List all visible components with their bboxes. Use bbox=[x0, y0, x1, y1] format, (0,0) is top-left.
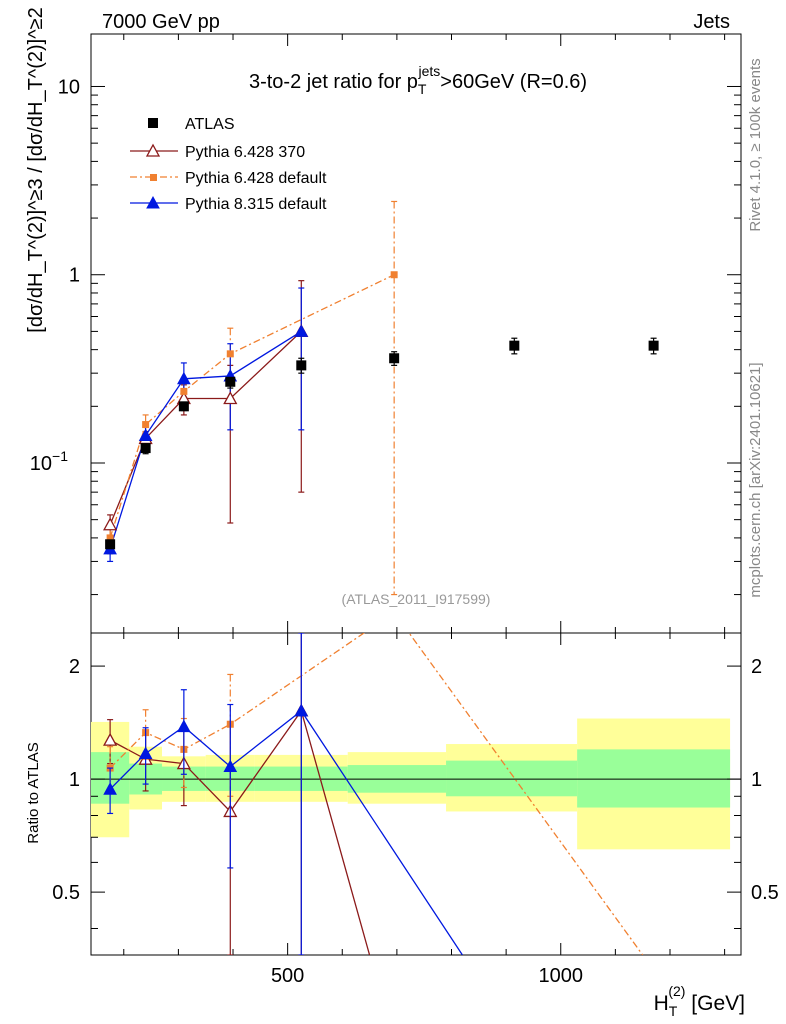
main-point-series-1-0 bbox=[106, 534, 114, 542]
main-point-series-1-4 bbox=[390, 271, 398, 279]
main-point-atlas-6 bbox=[509, 340, 520, 351]
y-axis-label-main: [dσ/dH_T^(2)]^≥3 / [dσ/dH_T^(2)]^≥2 bbox=[25, 7, 47, 332]
main-line-series-0 bbox=[109, 330, 302, 525]
x-axis-label: HT(2) [GeV] bbox=[654, 983, 745, 1019]
main-point-series-1-2 bbox=[180, 387, 188, 395]
legend-marker-atlas bbox=[148, 118, 158, 128]
main-line-series-1 bbox=[109, 274, 395, 539]
chart-title: 3-to-2 jet ratio for pTjets>60GeV (R=0.6… bbox=[249, 63, 587, 97]
legend-marker-py6-default bbox=[150, 174, 157, 181]
y-tick-label-main-1: 1 bbox=[69, 265, 80, 287]
main-line-series-2 bbox=[109, 330, 302, 550]
main-point-series-0-3 bbox=[223, 391, 238, 405]
y-tick-label-ratio-r-0: 0.5 bbox=[751, 882, 779, 904]
main-point-atlas-5 bbox=[389, 353, 400, 364]
y-tick-label-ratio-r-2: 2 bbox=[751, 656, 762, 678]
legend-label-py6-default: Pythia 6.428 default bbox=[185, 170, 327, 187]
y-tick-label-ratio-r-1: 1 bbox=[751, 769, 762, 791]
ratio-point-series-2-4 bbox=[294, 703, 309, 717]
y-tick-label-ratio-l-2: 2 bbox=[69, 656, 80, 678]
main-point-series-0-0 bbox=[103, 517, 118, 531]
main-point-series-1-1 bbox=[142, 421, 150, 429]
ratio-line-series-1 bbox=[109, 633, 644, 955]
ratio-point-series-2-2 bbox=[177, 719, 191, 733]
y-axis-label-ratio: Ratio to ATLAS bbox=[25, 742, 42, 843]
axis-ticks: 500 1000 10−1 1 10 0.5 0.5 1 1 2 2 bbox=[30, 34, 779, 987]
legend-marker-py6-370 bbox=[145, 143, 161, 157]
main-point-atlas-2 bbox=[178, 401, 189, 412]
band-inner-6 bbox=[446, 760, 578, 797]
ratio-point-series-2-0 bbox=[103, 782, 117, 795]
band-inner-7 bbox=[577, 749, 731, 808]
header-right: Jets bbox=[693, 11, 730, 33]
y-tick-label-main-0: 10−1 bbox=[30, 448, 68, 475]
legend-marker-py8 bbox=[146, 195, 160, 209]
mcplots-label: mcplots.cern.ch [arXiv:2401.10621] bbox=[747, 362, 764, 597]
main-point-series-1-3 bbox=[226, 350, 234, 358]
x-tick-label-0: 500 bbox=[271, 965, 304, 987]
analysis-tag: (ATLAS_2011_I917599) bbox=[342, 591, 491, 607]
legend-label-py8: Pythia 8.315 default bbox=[185, 196, 327, 213]
main-panel-series bbox=[103, 200, 659, 596]
header-left: 7000 GeV pp bbox=[102, 11, 220, 33]
main-point-atlas-4 bbox=[296, 360, 307, 371]
main-point-atlas-3 bbox=[225, 376, 236, 387]
main-point-atlas-0 bbox=[105, 539, 116, 550]
y-tick-label-ratio-l-1: 1 bbox=[69, 769, 80, 791]
y-tick-label-ratio-l-0: 0.5 bbox=[52, 882, 80, 904]
legend-label-atlas: ATLAS bbox=[185, 116, 235, 133]
ratio-line-series-0 bbox=[109, 709, 371, 955]
ratio-panel-series bbox=[103, 633, 644, 955]
ratio-line-series-2 bbox=[109, 709, 463, 955]
y-tick-label-main-2: 10 bbox=[58, 76, 80, 98]
main-point-series-2-4 bbox=[294, 324, 309, 337]
rivet-label: Rivet 4.1.0, ≥ 100k events bbox=[747, 58, 764, 231]
main-point-series-2-2 bbox=[177, 371, 191, 385]
ratio-point-series-2-1 bbox=[138, 746, 153, 760]
ratio-uncertainty-bands bbox=[91, 718, 741, 850]
x-tick-label-1: 1000 bbox=[538, 965, 583, 987]
ratio-point-series-0-0 bbox=[103, 732, 118, 746]
main-point-series-2-1 bbox=[138, 428, 153, 441]
ratio-clipped bbox=[103, 633, 644, 955]
ratio-point-series-2-3 bbox=[223, 759, 238, 773]
main-point-atlas-1 bbox=[140, 443, 151, 454]
legend-label-py6-370: Pythia 6.428 370 bbox=[185, 144, 305, 161]
main-point-atlas-7 bbox=[648, 340, 659, 351]
legend: ATLAS Pythia 6.428 370 Pythia 6.428 defa… bbox=[130, 116, 327, 213]
